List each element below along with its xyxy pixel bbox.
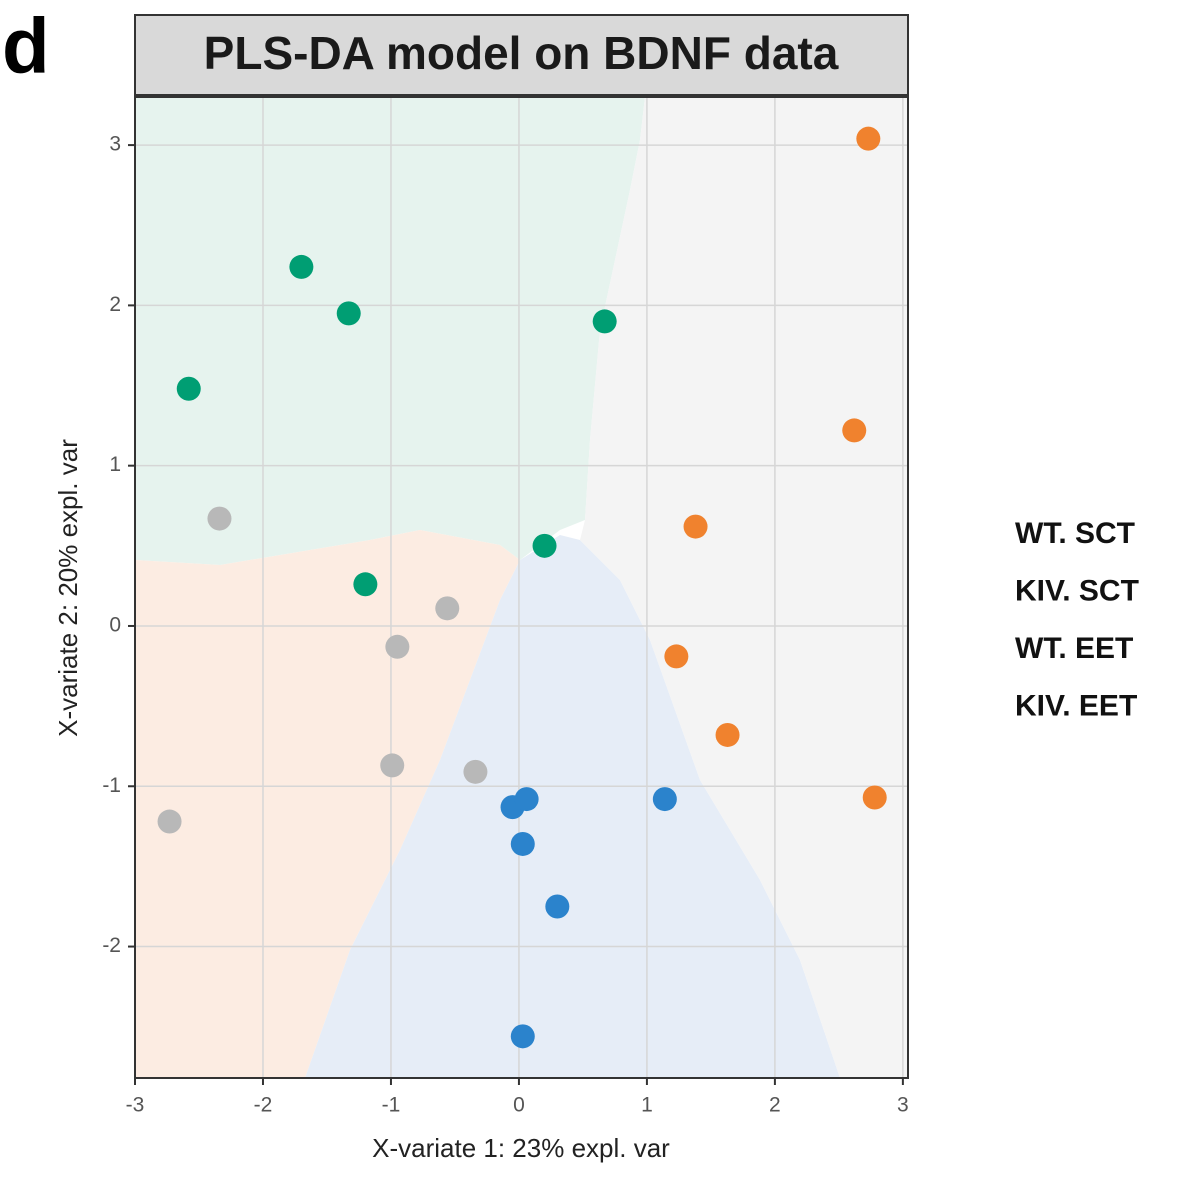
- data-point: [856, 126, 881, 151]
- plot-border: [134, 96, 909, 1079]
- legend-label: KIV. SCT: [1015, 574, 1139, 607]
- y-tick-label: 0: [109, 614, 121, 637]
- data-point: [289, 254, 314, 279]
- data-point: [510, 1024, 535, 1049]
- data-point: [207, 506, 232, 531]
- legend-label: WT. SCT: [1015, 517, 1135, 550]
- panel-label: d: [2, 2, 50, 90]
- data-point: [842, 418, 867, 443]
- x-axis-label: X-variate 1: 23% expl. var: [372, 1133, 670, 1163]
- y-axis-label: X-variate 2: 20% expl. var: [53, 439, 83, 737]
- region: [580, 97, 908, 1078]
- data-point: [532, 533, 557, 558]
- data-point: [435, 596, 460, 621]
- data-point: [157, 809, 182, 834]
- x-tick-label: -1: [382, 1094, 401, 1117]
- data-point: [545, 894, 570, 919]
- x-tick-label: 1: [641, 1094, 653, 1117]
- data-point: [336, 301, 361, 326]
- regions: [135, 97, 908, 1078]
- data-point: [514, 787, 539, 812]
- data-point: [353, 572, 378, 597]
- data-point: [862, 785, 887, 810]
- data-point: [176, 376, 201, 401]
- y-tick-label: 1: [109, 453, 121, 476]
- data-point: [715, 722, 740, 747]
- region: [135, 530, 520, 1078]
- x-tick-label: -3: [126, 1094, 145, 1117]
- y-tick-label: 3: [109, 133, 121, 156]
- data-point: [592, 309, 617, 334]
- x-tick-label: 3: [897, 1094, 909, 1117]
- y-tick-label: -1: [102, 774, 121, 797]
- x-tick-label: 2: [769, 1094, 781, 1117]
- title-strip: [134, 14, 909, 96]
- legend-label: KIV. EET: [1015, 689, 1137, 722]
- y-tick-label: -2: [102, 934, 121, 957]
- y-tick-label: 2: [109, 293, 121, 316]
- data-point: [463, 759, 488, 784]
- legend-label: WT. EET: [1015, 632, 1133, 665]
- region: [135, 97, 645, 565]
- region: [305, 535, 840, 1078]
- x-tick-label: -2: [254, 1094, 273, 1117]
- data-point: [652, 787, 677, 812]
- data-point: [380, 753, 405, 778]
- data-point: [510, 831, 535, 856]
- data-point: [385, 634, 410, 659]
- chart-title: PLS-DA model on BDNF data: [204, 27, 839, 79]
- data-point: [683, 514, 708, 539]
- data-point: [664, 644, 689, 669]
- x-tick-label: 0: [513, 1094, 525, 1117]
